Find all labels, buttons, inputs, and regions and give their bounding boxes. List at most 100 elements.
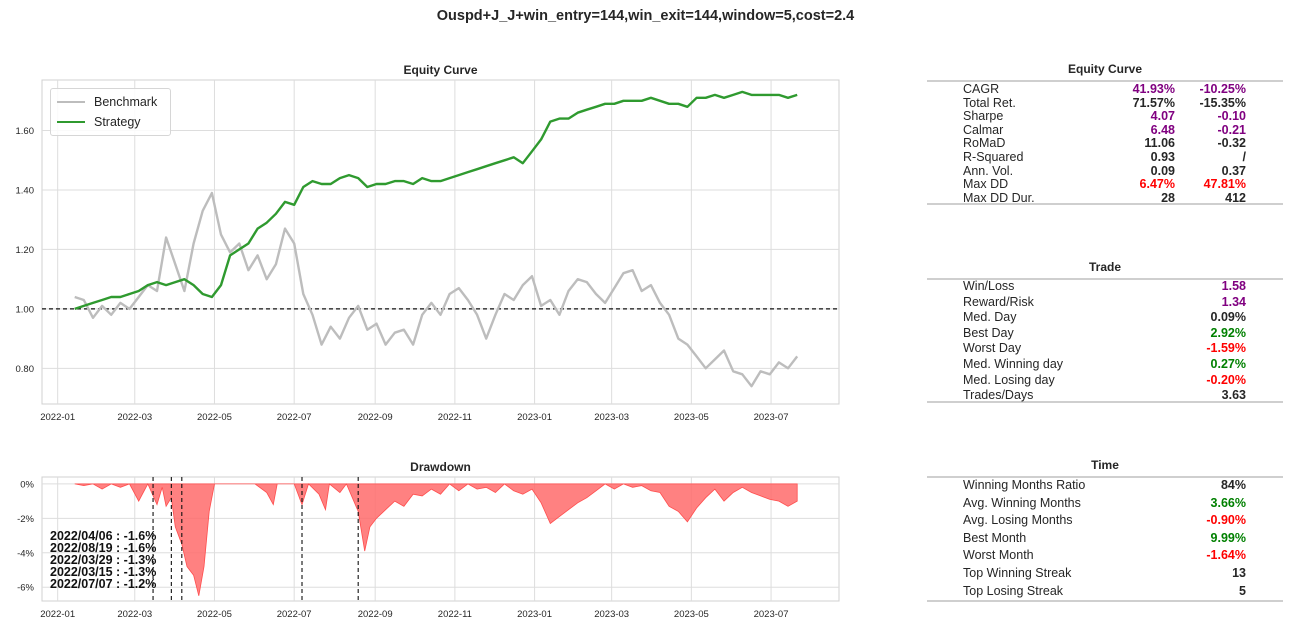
y-tick-label: -4%: [17, 548, 34, 559]
stat-label: Calmar: [963, 122, 1004, 137]
stat-label: Max DD: [963, 177, 1009, 192]
stat-value: 84%: [1220, 478, 1246, 492]
x-tick-label: 2022-07: [277, 412, 312, 423]
x-tick-label: 2022-03: [117, 609, 152, 620]
time-stats-table: Time Winning Months Ratio 84% Avg. Winning…: [927, 458, 1283, 608]
stat-value: 2.92%: [1210, 325, 1246, 340]
equity-legend: Benchmark Strategy: [50, 88, 171, 136]
stat-label: RoMaD: [963, 136, 1006, 151]
drawdown-annotation: 2022/03/29 : -1.3%: [50, 553, 157, 567]
stat-value-strategy: 6.47%: [1139, 177, 1175, 192]
x-tick-label: 2022-05: [197, 412, 232, 423]
y-tick-label: -2%: [17, 514, 34, 525]
stat-label: Avg. Winning Months: [963, 495, 1081, 510]
stat-value: 1.58: [1221, 279, 1246, 293]
stat-label: Total Ret.: [963, 95, 1016, 110]
stat-value-benchmark: -0.10: [1217, 109, 1247, 124]
y-tick-label: 0%: [20, 479, 34, 490]
equity-stats-table: Equity Curve CAGR 41.93% -10.25% Total Ret.…: [927, 62, 1283, 212]
series-line-strategy: [74, 90, 798, 311]
table-bottom-rule: [927, 203, 1283, 205]
stat-value-strategy: 28: [1161, 190, 1175, 205]
stat-label: Med. Day: [963, 310, 1017, 325]
drawdown-panel: 2022-01 2022-03 2022-05 2022-07 2022-09 2022-…: [17, 460, 840, 620]
table-bottom-rule: [927, 401, 1283, 403]
stat-label: Worst Day: [963, 341, 1022, 356]
stat-value-benchmark: -10.25%: [1199, 82, 1246, 96]
x-tick-label: 2022-09: [358, 609, 393, 620]
stat-label: CAGR: [963, 82, 1000, 96]
stat-value: 0.27%: [1210, 357, 1246, 371]
table-title: Trade: [1088, 260, 1121, 274]
y-tick-label: 1.20: [16, 245, 35, 256]
x-tick-label: 2022-09: [358, 412, 393, 423]
x-tick-label: 2022-11: [438, 412, 472, 423]
stat-label: Top Winning Streak: [963, 566, 1072, 580]
stat-value-strategy: 41.93%: [1132, 82, 1175, 96]
legend-item-benchmark: Benchmark: [57, 93, 157, 111]
stat-value: 0.09%: [1210, 310, 1246, 325]
stat-value: -1.64%: [1206, 548, 1246, 563]
drawdown-annotation: 2022/03/15 : -1.3%: [50, 565, 157, 579]
figure-title: Ouspd+J_J+win_entry=144,win_exit=144,win…: [436, 8, 855, 24]
stat-label: Top Losing Streak: [963, 583, 1064, 598]
stat-value-strategy: 0.09: [1150, 163, 1175, 178]
legend-item-strategy: Strategy: [57, 113, 141, 131]
stat-label: Reward/Risk: [963, 294, 1034, 309]
x-tick-label: 2023-05: [674, 609, 709, 620]
x-tick-label: 2022-07: [277, 609, 312, 620]
drawdown-annotation: 2022/04/06 : -1.6%: [50, 529, 157, 543]
stat-value-strategy: 11.06: [1144, 136, 1175, 151]
x-tick-label: 2022-05: [197, 609, 232, 620]
stat-value: -1.59%: [1206, 341, 1246, 356]
stat-value-benchmark: 412: [1225, 190, 1246, 205]
table-title: Equity Curve: [1067, 62, 1142, 76]
legend-swatch-benchmark: [57, 101, 85, 103]
x-tick-label: 2023-01: [517, 609, 552, 620]
stat-value: 5: [1239, 583, 1246, 598]
stat-label: R-Squared: [963, 150, 1024, 164]
stat-label: Med. Losing day: [963, 372, 1055, 387]
series-line-benchmark: [74, 191, 799, 388]
drawdown-annotation: 2022/08/19 : -1.6%: [50, 541, 157, 555]
stat-label: Avg. Losing Months: [963, 513, 1073, 528]
stat-label: Ann. Vol.: [963, 163, 1014, 178]
stat-value: -0.90%: [1206, 513, 1246, 528]
stat-value-strategy: 71.57%: [1132, 95, 1175, 110]
x-tick-label: 2023-03: [594, 609, 629, 620]
x-tick-label: 2023-05: [674, 412, 709, 423]
stat-value: 9.99%: [1210, 530, 1246, 545]
stat-label: Trades/Days: [963, 388, 1034, 403]
y-tick-label: 1.00: [16, 304, 35, 315]
drawdown-annotation: 2022/07/07 : -1.2%: [50, 577, 157, 591]
stat-label: Win/Loss: [963, 279, 1015, 293]
table-top-rule: [927, 80, 1283, 82]
stat-value: 3.63: [1221, 388, 1246, 403]
stat-value-benchmark: /: [1242, 150, 1246, 164]
y-tick-label: 0.80: [16, 364, 35, 375]
drawdown-area: [74, 482, 798, 596]
stat-value-strategy: 0.93: [1150, 150, 1175, 164]
stat-label: Sharpe: [963, 109, 1004, 124]
trade-stats-table: Trade Win/Loss 1.58 Reward/Risk 1.34 Med. Da…: [927, 260, 1283, 410]
x-tick-label: 2023-03: [594, 412, 629, 423]
drawdown-title: Drawdown: [410, 460, 471, 474]
y-tick-label: 1.60: [16, 126, 35, 137]
table-title: Time: [1091, 458, 1119, 472]
stat-label: Best Month: [963, 530, 1027, 545]
stat-value-strategy: 6.48: [1150, 122, 1175, 137]
y-tick-label: -6%: [17, 583, 34, 594]
x-tick-label: 2022-01: [40, 609, 75, 620]
x-tick-label: 2022-03: [117, 412, 152, 423]
stat-label: Max DD Dur.: [963, 190, 1035, 205]
stat-label: Winning Months Ratio: [963, 478, 1086, 492]
stat-label: Med. Winning day: [963, 357, 1064, 371]
stat-value-benchmark: -15.35%: [1199, 95, 1246, 110]
x-tick-label: 2022-01: [40, 412, 75, 423]
stat-value: -0.20%: [1206, 372, 1246, 387]
stat-value-benchmark: 0.37: [1221, 163, 1246, 178]
stat-label: Best Day: [963, 325, 1014, 340]
x-tick-label: 2023-07: [754, 609, 789, 620]
x-tick-label: 2023-01: [517, 412, 552, 423]
